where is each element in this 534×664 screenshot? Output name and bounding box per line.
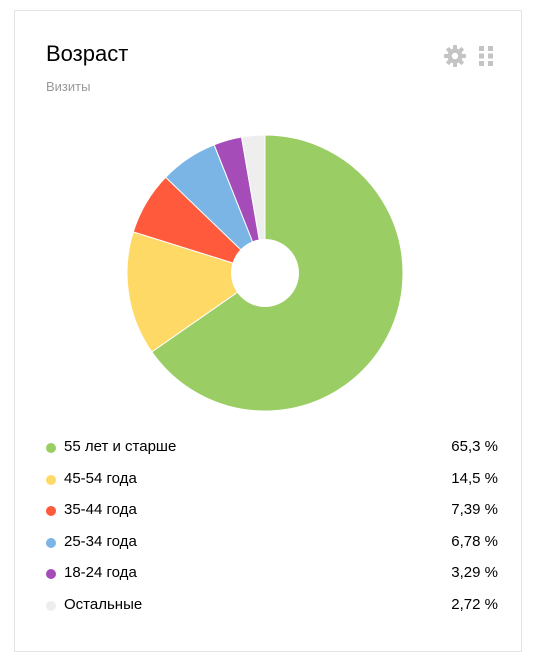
legend-label: 25-34 года [64,532,137,550]
legend-label: 45-54 года [64,469,137,487]
legend-item[interactable]: Остальные 2,72 % [46,595,498,627]
legend-item[interactable]: 18-24 года 3,29 % [46,563,498,595]
legend-value: 3,29 % [451,564,498,582]
gear-icon[interactable] [443,44,467,68]
legend-value: 6,78 % [451,532,498,550]
age-widget: Возраст Визиты 55 лет и старше 65,3 % 45-5… [14,10,522,652]
age-pie-chart [126,134,404,412]
pie-slice-1[interactable] [126,231,267,353]
legend-dot-icon [46,537,56,548]
legend-dot-icon [46,506,56,517]
widget-subtitle: Визиты [46,79,91,94]
legend-value: 2,72 % [451,595,498,613]
legend-dot-icon [46,600,56,611]
legend-label: 18-24 года [64,564,137,582]
legend-label: 35-44 года [64,501,137,519]
chart-legend: 55 лет и старше 65,3 % 45-54 года 14,5 % 35-… [46,437,498,627]
legend-item[interactable]: 45-54 года 14,5 % [46,469,498,501]
legend-dot-icon [46,474,56,485]
legend-item[interactable]: 35-44 года 7,39 % [46,500,498,532]
legend-value: 65,3 % [451,438,498,455]
pie-slice-5[interactable] [240,134,266,274]
legend-item[interactable]: 25-34 года 6,78 % [46,532,498,564]
legend-item[interactable]: 55 лет и старше 65,3 % [46,437,498,469]
legend-label: Остальные [64,595,143,613]
legend-value: 14,5 % [451,469,498,487]
legend-dot-icon [46,569,56,580]
legend-value: 7,39 % [451,501,498,519]
legend-label: 55 лет и старше [64,438,177,455]
legend-dot-icon [46,443,56,453]
drag-handle-icon[interactable] [478,45,494,67]
donut-hole [231,239,299,307]
widget-title: Возраст [46,41,129,66]
